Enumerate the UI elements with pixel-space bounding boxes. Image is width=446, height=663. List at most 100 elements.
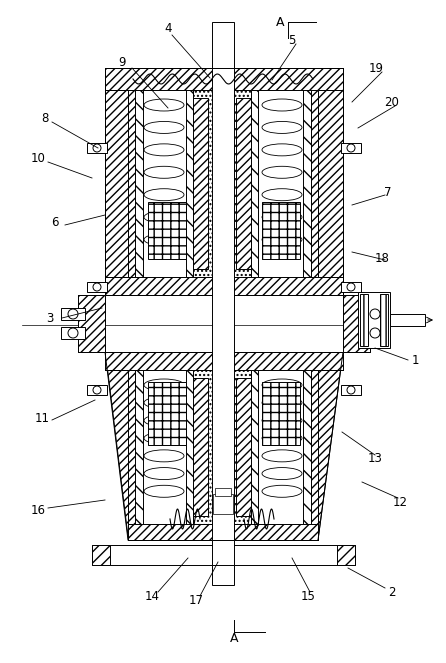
Ellipse shape bbox=[144, 189, 184, 201]
Polygon shape bbox=[135, 370, 143, 524]
Text: 3: 3 bbox=[46, 312, 54, 324]
Polygon shape bbox=[105, 68, 128, 295]
Polygon shape bbox=[105, 352, 128, 540]
Text: 9: 9 bbox=[118, 56, 126, 68]
Ellipse shape bbox=[262, 99, 302, 111]
Polygon shape bbox=[337, 545, 355, 565]
Polygon shape bbox=[318, 352, 343, 540]
Bar bbox=[251, 90, 311, 277]
Bar bbox=[341, 143, 361, 153]
Bar bbox=[148, 382, 186, 445]
Ellipse shape bbox=[144, 99, 184, 111]
Text: 6: 6 bbox=[51, 215, 59, 229]
Bar bbox=[87, 282, 107, 292]
Ellipse shape bbox=[262, 233, 302, 245]
Ellipse shape bbox=[144, 396, 184, 408]
Bar bbox=[135, 370, 193, 524]
Ellipse shape bbox=[262, 467, 302, 479]
Polygon shape bbox=[251, 90, 258, 277]
Text: 1: 1 bbox=[411, 353, 419, 367]
Bar bbox=[262, 382, 300, 445]
Bar bbox=[363, 327, 387, 339]
Ellipse shape bbox=[262, 414, 302, 426]
Bar bbox=[358, 292, 390, 348]
Circle shape bbox=[93, 144, 101, 152]
Text: 13: 13 bbox=[368, 452, 382, 465]
Bar bbox=[251, 370, 311, 524]
Polygon shape bbox=[343, 295, 370, 352]
Bar bbox=[105, 295, 343, 352]
Circle shape bbox=[68, 328, 78, 338]
Bar bbox=[212, 68, 234, 540]
Circle shape bbox=[93, 283, 101, 291]
Polygon shape bbox=[105, 352, 343, 370]
Ellipse shape bbox=[262, 189, 302, 201]
Polygon shape bbox=[186, 90, 193, 277]
Circle shape bbox=[370, 328, 380, 338]
Ellipse shape bbox=[262, 396, 302, 408]
Bar bbox=[212, 22, 234, 68]
Text: 8: 8 bbox=[41, 111, 49, 125]
Text: A: A bbox=[276, 15, 284, 29]
Polygon shape bbox=[105, 68, 343, 90]
Polygon shape bbox=[251, 370, 258, 524]
Polygon shape bbox=[128, 524, 318, 540]
Bar bbox=[262, 202, 300, 259]
Bar bbox=[128, 90, 318, 273]
Polygon shape bbox=[236, 98, 251, 269]
Text: 10: 10 bbox=[31, 152, 45, 164]
Ellipse shape bbox=[262, 166, 302, 178]
Ellipse shape bbox=[144, 379, 184, 391]
Polygon shape bbox=[193, 98, 208, 269]
Circle shape bbox=[347, 386, 355, 394]
Bar bbox=[390, 314, 425, 326]
Bar bbox=[212, 565, 234, 585]
Ellipse shape bbox=[144, 233, 184, 245]
Ellipse shape bbox=[262, 485, 302, 497]
Polygon shape bbox=[193, 378, 208, 516]
Bar bbox=[341, 385, 361, 395]
Polygon shape bbox=[318, 68, 343, 295]
Bar bbox=[87, 385, 107, 395]
Bar bbox=[92, 545, 355, 565]
Polygon shape bbox=[92, 545, 110, 565]
Polygon shape bbox=[360, 294, 368, 346]
Polygon shape bbox=[311, 370, 318, 524]
Text: 15: 15 bbox=[301, 589, 315, 603]
Bar bbox=[363, 308, 387, 320]
Bar bbox=[341, 282, 361, 292]
Text: 16: 16 bbox=[30, 503, 45, 516]
Text: 17: 17 bbox=[189, 593, 203, 607]
Ellipse shape bbox=[144, 166, 184, 178]
Circle shape bbox=[347, 283, 355, 291]
Bar bbox=[128, 370, 318, 524]
Text: 2: 2 bbox=[388, 585, 396, 599]
Bar bbox=[135, 90, 193, 277]
Polygon shape bbox=[193, 370, 251, 524]
Bar bbox=[212, 540, 234, 572]
Bar bbox=[148, 202, 186, 259]
Circle shape bbox=[68, 309, 78, 319]
Polygon shape bbox=[303, 90, 311, 277]
Ellipse shape bbox=[144, 467, 184, 479]
Polygon shape bbox=[236, 378, 251, 516]
Text: 18: 18 bbox=[375, 251, 389, 265]
Polygon shape bbox=[380, 294, 388, 346]
Ellipse shape bbox=[262, 144, 302, 156]
Polygon shape bbox=[135, 90, 143, 277]
Ellipse shape bbox=[144, 144, 184, 156]
Text: 20: 20 bbox=[384, 95, 400, 109]
Text: 19: 19 bbox=[368, 62, 384, 74]
Ellipse shape bbox=[144, 450, 184, 462]
Polygon shape bbox=[128, 90, 135, 277]
Ellipse shape bbox=[144, 432, 184, 444]
Bar bbox=[215, 488, 231, 496]
Polygon shape bbox=[303, 370, 311, 524]
Ellipse shape bbox=[262, 450, 302, 462]
Ellipse shape bbox=[262, 432, 302, 444]
Polygon shape bbox=[193, 90, 251, 277]
Ellipse shape bbox=[144, 211, 184, 223]
Text: 4: 4 bbox=[164, 21, 172, 34]
Polygon shape bbox=[78, 295, 370, 352]
Bar bbox=[61, 308, 85, 320]
